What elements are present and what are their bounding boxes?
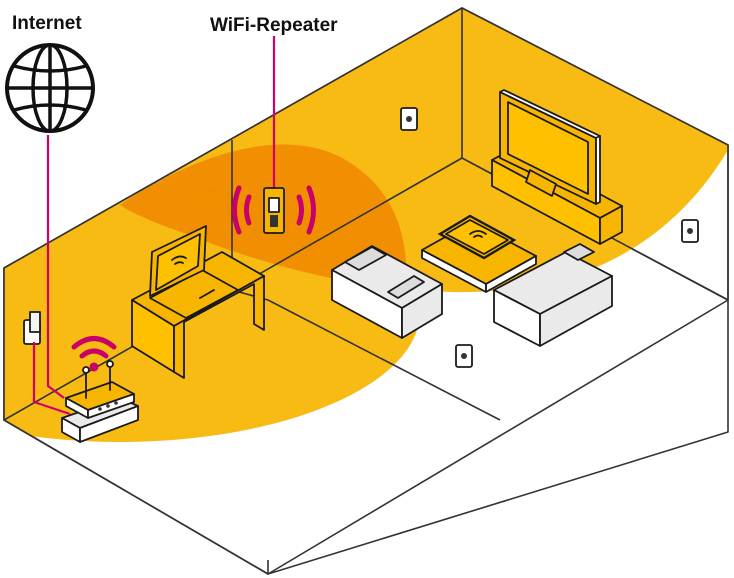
laptop-icon: [149, 225, 239, 319]
wifi-signal-icon: [71, 336, 117, 372]
router-icon: [65, 360, 135, 419]
repeater-label: WiFi-Repeater: [210, 15, 338, 36]
repeater-signal-left: [232, 185, 252, 235]
coverage-overlap: [120, 144, 407, 290]
sofa-icon: [331, 245, 443, 339]
power-cable: [32, 342, 71, 416]
repeater-signal-right: [296, 185, 316, 235]
power-socket-icon: [455, 344, 473, 368]
tablet-icon: [437, 214, 517, 260]
power-socket-icon: [681, 219, 699, 243]
room-outline: [3, 7, 729, 575]
wifi-repeater-icon: [263, 187, 285, 234]
power-socket-icon: [23, 311, 41, 345]
internet-cable: [46, 135, 65, 399]
internet-label: Internet: [12, 13, 82, 34]
sofa-icon: [493, 243, 613, 347]
globe-icon: [5, 43, 95, 133]
tv-icon: [499, 89, 601, 205]
power-socket-icon: [400, 107, 418, 131]
